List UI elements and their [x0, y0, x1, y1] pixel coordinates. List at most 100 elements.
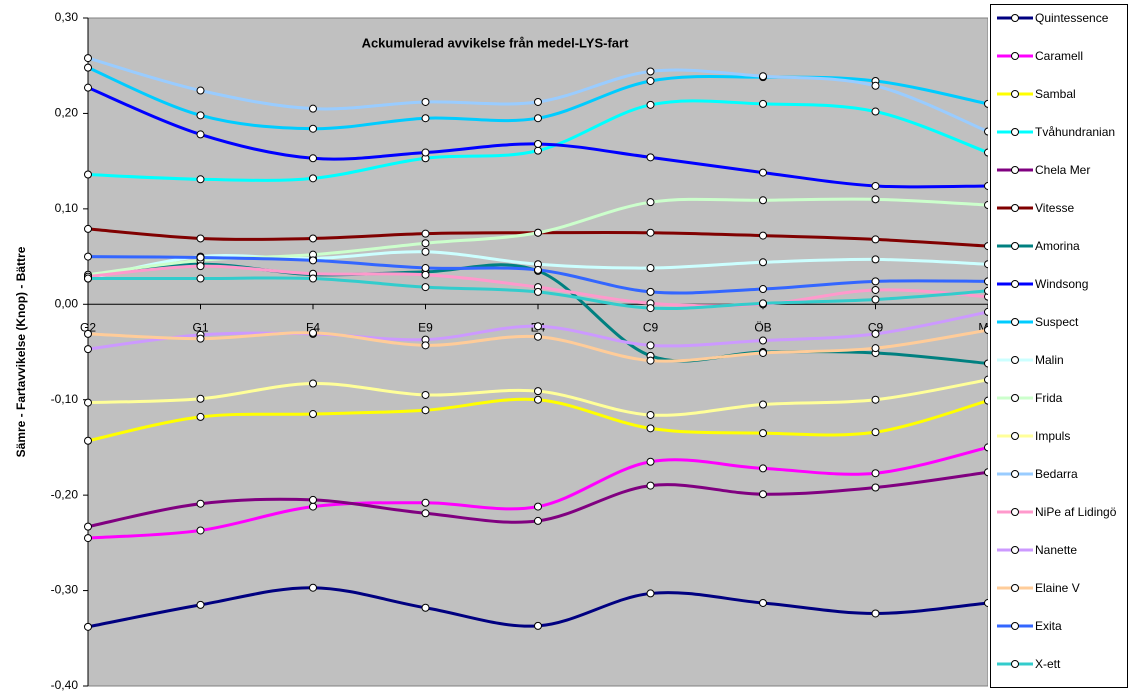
legend-swatch — [997, 166, 1033, 174]
data-point — [196, 130, 205, 139]
data-point — [196, 499, 205, 508]
data-point — [759, 258, 767, 267]
legend-label: Vitesse — [1035, 201, 1075, 215]
data-point — [534, 322, 542, 331]
y-tick-label: -0,20 — [51, 487, 79, 501]
legend-marker — [1011, 318, 1019, 326]
legend-marker — [1011, 622, 1019, 630]
data-point — [309, 124, 317, 133]
legend-swatch — [997, 52, 1033, 60]
legend-swatch — [997, 584, 1033, 592]
legend-entry: Elaine V — [995, 581, 1127, 595]
x-tick-label: G2 — [80, 320, 96, 334]
data-point — [534, 621, 542, 630]
legend: Quintessence Caramell Sambal Tvåhundranian C… — [990, 4, 1128, 688]
legend-label: Exita — [1035, 619, 1062, 633]
data-point — [84, 329, 92, 338]
legend-swatch — [997, 394, 1033, 402]
legend-swatch — [997, 128, 1033, 136]
legend-label: X-ett — [1035, 657, 1061, 671]
data-point — [646, 481, 655, 490]
data-point — [646, 67, 655, 76]
legend-swatch — [997, 90, 1033, 98]
data-point — [871, 395, 880, 404]
legend-swatch — [997, 356, 1033, 364]
legend-marker — [1011, 432, 1019, 440]
legend-entry: Sambal — [995, 87, 1127, 101]
data-point — [196, 274, 205, 283]
data-point — [309, 234, 317, 243]
data-point — [646, 424, 655, 433]
data-point — [84, 274, 92, 283]
data-point — [534, 516, 542, 525]
legend-swatch — [997, 470, 1033, 478]
data-point — [421, 390, 430, 399]
data-point — [534, 114, 542, 123]
data-point — [196, 111, 205, 120]
data-point — [646, 228, 655, 237]
data-point — [534, 387, 542, 396]
data-point — [984, 148, 988, 157]
data-point — [759, 168, 767, 177]
data-point — [646, 100, 655, 109]
data-point — [871, 107, 880, 116]
data-point — [421, 603, 430, 612]
legend-marker — [1011, 90, 1019, 98]
data-point — [871, 483, 880, 492]
data-point — [984, 359, 988, 368]
legend-swatch — [997, 204, 1033, 212]
data-point — [309, 274, 317, 283]
data-point — [196, 412, 205, 421]
data-point — [871, 609, 880, 618]
data-point — [646, 410, 655, 419]
legend-marker — [1011, 660, 1019, 668]
data-point — [421, 114, 430, 123]
y-tick-label: 0,30 — [55, 10, 79, 24]
legend-label: NiPe af Lidingö — [1035, 505, 1117, 519]
data-point — [984, 292, 988, 301]
data-point — [421, 264, 430, 273]
legend-swatch — [997, 508, 1033, 516]
data-point — [196, 600, 205, 609]
chart: Ackumulerad avvikelse från medel-LYS-far… — [14, 10, 988, 692]
legend-entry: NiPe af Lidingö — [995, 505, 1127, 519]
data-point — [534, 97, 542, 106]
legend-label: Amorina — [1035, 239, 1080, 253]
data-point — [984, 468, 988, 477]
legend-marker — [1011, 546, 1019, 554]
data-point — [534, 502, 542, 511]
y-tick-label: 0,00 — [55, 296, 79, 310]
data-point — [871, 81, 880, 90]
legend-label: Bedarra — [1035, 467, 1078, 481]
data-point — [759, 348, 767, 357]
legend-swatch — [997, 280, 1033, 288]
data-point — [646, 304, 655, 313]
legend-entry: Bedarra — [995, 467, 1127, 481]
data-point — [534, 139, 542, 148]
data-point — [984, 307, 988, 316]
data-point — [759, 336, 767, 345]
data-point — [984, 286, 988, 295]
data-point — [84, 170, 92, 179]
data-point — [196, 334, 205, 343]
data-point — [196, 526, 205, 535]
y-tick-label: 0,20 — [55, 106, 79, 120]
data-point — [534, 287, 542, 296]
data-point — [84, 622, 92, 631]
data-point — [646, 356, 655, 365]
data-point — [84, 54, 92, 63]
legend-entry: Tvåhundranian — [995, 125, 1127, 139]
legend-entry: Malin — [995, 353, 1127, 367]
data-point — [759, 196, 767, 205]
y-axis-label: Sämre - Fartavvikelse (Knop) - Bättre — [14, 246, 28, 457]
legend-label: Impuls — [1035, 429, 1071, 443]
data-point — [984, 127, 988, 136]
legend-label: Windsong — [1035, 277, 1089, 291]
data-point — [421, 97, 430, 106]
legend-marker — [1011, 508, 1019, 516]
legend-marker — [1011, 204, 1019, 212]
data-point — [421, 270, 430, 279]
data-point — [871, 344, 880, 353]
data-point — [984, 598, 988, 607]
